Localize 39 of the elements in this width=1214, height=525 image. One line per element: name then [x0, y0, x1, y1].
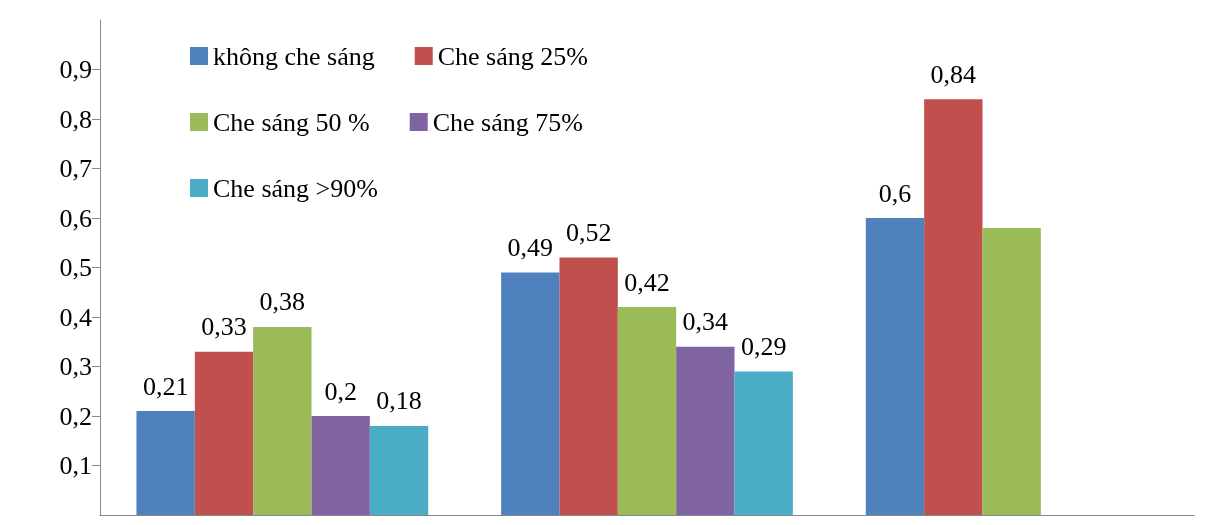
legend-label: Che sáng 50 %	[213, 107, 370, 137]
legend-label: Che sáng 75%	[432, 107, 583, 137]
data-label: 0,21	[142, 371, 189, 401]
y-tick-label: 0,4	[59, 302, 92, 332]
data-label: 0,2	[324, 376, 357, 406]
y-tick-label: 0,7	[59, 154, 92, 183]
y-tick-label: 0,9	[59, 55, 92, 84]
bar	[559, 257, 618, 515]
data-label: 0,38	[259, 287, 306, 317]
bar	[865, 218, 925, 515]
bar	[369, 425, 429, 515]
data-label: 0,84	[930, 59, 977, 89]
data-label: 0,52	[565, 218, 612, 248]
y-tick-label: 0,5	[59, 253, 92, 282]
y-tick-label: 0,1	[59, 451, 92, 480]
data-label: 0,18	[376, 386, 422, 416]
bar	[253, 326, 312, 515]
bar	[734, 371, 793, 515]
data-label: 0,6	[878, 178, 912, 208]
bar	[982, 227, 1041, 515]
bar	[676, 346, 735, 515]
data-label: 0,42	[624, 267, 670, 297]
bar	[194, 351, 254, 515]
y-tick-label: 0,2	[59, 401, 92, 431]
y-tick-label: 0,6	[59, 203, 92, 233]
bar	[617, 307, 677, 515]
bar	[136, 411, 195, 515]
bar	[311, 416, 370, 515]
legend-label: Che sáng 25%	[437, 41, 588, 71]
y-tick-label: 0,8	[59, 104, 92, 134]
data-label: 0,49	[507, 232, 554, 262]
y-tick-label: 0,3	[59, 352, 92, 381]
legend-label: Che sáng >90%	[213, 173, 378, 203]
bar	[924, 99, 983, 515]
data-label: 0,34	[682, 307, 729, 337]
data-label: 0,33	[201, 312, 247, 342]
bar	[501, 272, 560, 515]
data-label: 0,29	[740, 331, 787, 361]
legend-label: không che sáng	[213, 41, 375, 71]
